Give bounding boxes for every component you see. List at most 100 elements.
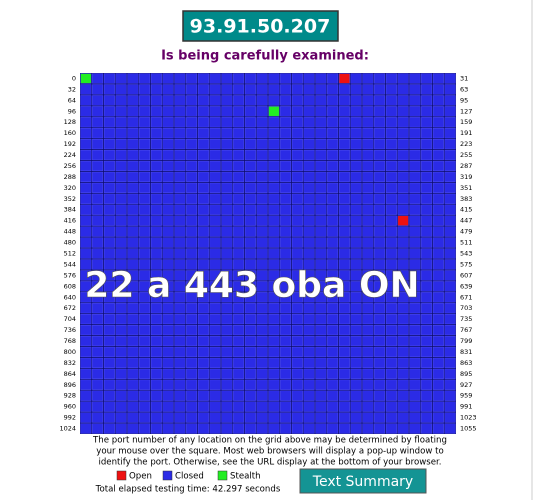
port-cell xyxy=(374,335,386,347)
port-cell xyxy=(103,149,115,161)
port-cell xyxy=(162,303,174,314)
port-cell xyxy=(150,368,162,379)
port-cell xyxy=(303,248,315,259)
port-cell xyxy=(186,84,198,95)
port-cell xyxy=(303,73,315,84)
button-label[interactable]: Text Summary xyxy=(312,474,413,490)
port-cell xyxy=(221,368,233,379)
button[interactable] xyxy=(299,468,427,494)
port-cell xyxy=(244,281,256,292)
port-cell xyxy=(268,390,280,401)
port-cell xyxy=(244,73,256,84)
port-cell xyxy=(374,368,386,379)
port-cell xyxy=(209,379,221,390)
port-cell xyxy=(397,303,409,314)
port-cell xyxy=(362,412,374,423)
port-cell xyxy=(162,171,174,182)
port-cell xyxy=(244,335,256,347)
port-cell xyxy=(150,171,162,182)
port-cell xyxy=(444,226,456,237)
port-cell xyxy=(221,346,233,358)
port-cell xyxy=(221,139,233,150)
port-cell xyxy=(374,346,386,358)
port-cell xyxy=(209,248,221,259)
port-cell xyxy=(291,73,303,84)
port-cell xyxy=(103,73,115,84)
port-cell xyxy=(186,335,198,347)
port-cell xyxy=(197,73,209,84)
port-cell xyxy=(92,292,104,303)
port-cell xyxy=(374,193,386,204)
port-cell xyxy=(432,95,444,106)
port-cell xyxy=(409,73,421,84)
port-cell xyxy=(350,368,362,379)
port-cell xyxy=(92,84,104,95)
port-cell xyxy=(432,390,444,401)
port-cell xyxy=(174,182,186,193)
port-cell xyxy=(221,259,233,270)
port-cell xyxy=(244,149,256,161)
port-cell xyxy=(303,292,315,303)
port-cell xyxy=(186,357,198,368)
port-cell xyxy=(291,248,303,259)
port-cell xyxy=(385,423,397,434)
port-cell xyxy=(221,182,233,193)
row-start-label: 576 xyxy=(64,271,76,279)
port-cell xyxy=(92,357,104,368)
port-cell xyxy=(385,149,397,161)
port-cell xyxy=(209,368,221,379)
port-cell xyxy=(303,325,315,336)
port-cell xyxy=(209,303,221,314)
port-cell xyxy=(280,182,292,193)
port-cell xyxy=(162,368,174,379)
port-cell xyxy=(385,182,397,193)
port-cell xyxy=(362,182,374,193)
port-cell xyxy=(409,379,421,390)
port-cell xyxy=(315,193,327,204)
port-cell xyxy=(103,423,115,434)
port-cell xyxy=(409,270,421,281)
port-cell xyxy=(186,73,198,84)
port-cell xyxy=(209,149,221,161)
row-start-label: 960 xyxy=(64,403,76,411)
port-cell xyxy=(268,95,280,106)
port-cell xyxy=(385,259,397,270)
port-cell xyxy=(421,335,433,347)
port-cell xyxy=(338,248,350,259)
port-cell xyxy=(362,303,374,314)
port-cell xyxy=(327,401,339,412)
row-end-label: 799 xyxy=(460,337,472,345)
port-cell xyxy=(421,401,433,412)
port-cell xyxy=(350,226,362,237)
port-cell xyxy=(374,95,386,106)
port-cell xyxy=(291,139,303,150)
row-start-label: 384 xyxy=(64,206,76,214)
port-cell xyxy=(409,226,421,237)
port-cell xyxy=(350,248,362,259)
port-cell xyxy=(186,204,198,215)
port-cell xyxy=(327,128,339,139)
port-cell xyxy=(315,84,327,95)
port-cell xyxy=(233,117,245,128)
port-cell xyxy=(421,84,433,95)
row-end-label: 159 xyxy=(460,118,472,126)
row-start-label: 512 xyxy=(64,250,76,258)
port-cell xyxy=(409,325,421,336)
port-cell xyxy=(350,215,362,226)
port-cell xyxy=(150,423,162,434)
port-cell xyxy=(315,390,327,401)
port-cell xyxy=(233,84,245,95)
row-start-label: 224 xyxy=(64,151,76,159)
port-cell xyxy=(374,292,386,303)
port-cell xyxy=(127,401,139,412)
port-cell xyxy=(115,346,127,358)
port-cell xyxy=(186,270,198,281)
port-cell xyxy=(256,193,268,204)
port-cell xyxy=(162,182,174,193)
port-cell xyxy=(197,335,209,347)
row-start-label: 1024 xyxy=(59,425,76,433)
port-cell xyxy=(115,106,127,117)
port-cell xyxy=(256,182,268,193)
port-cell xyxy=(338,204,350,215)
port-cell xyxy=(92,95,104,106)
